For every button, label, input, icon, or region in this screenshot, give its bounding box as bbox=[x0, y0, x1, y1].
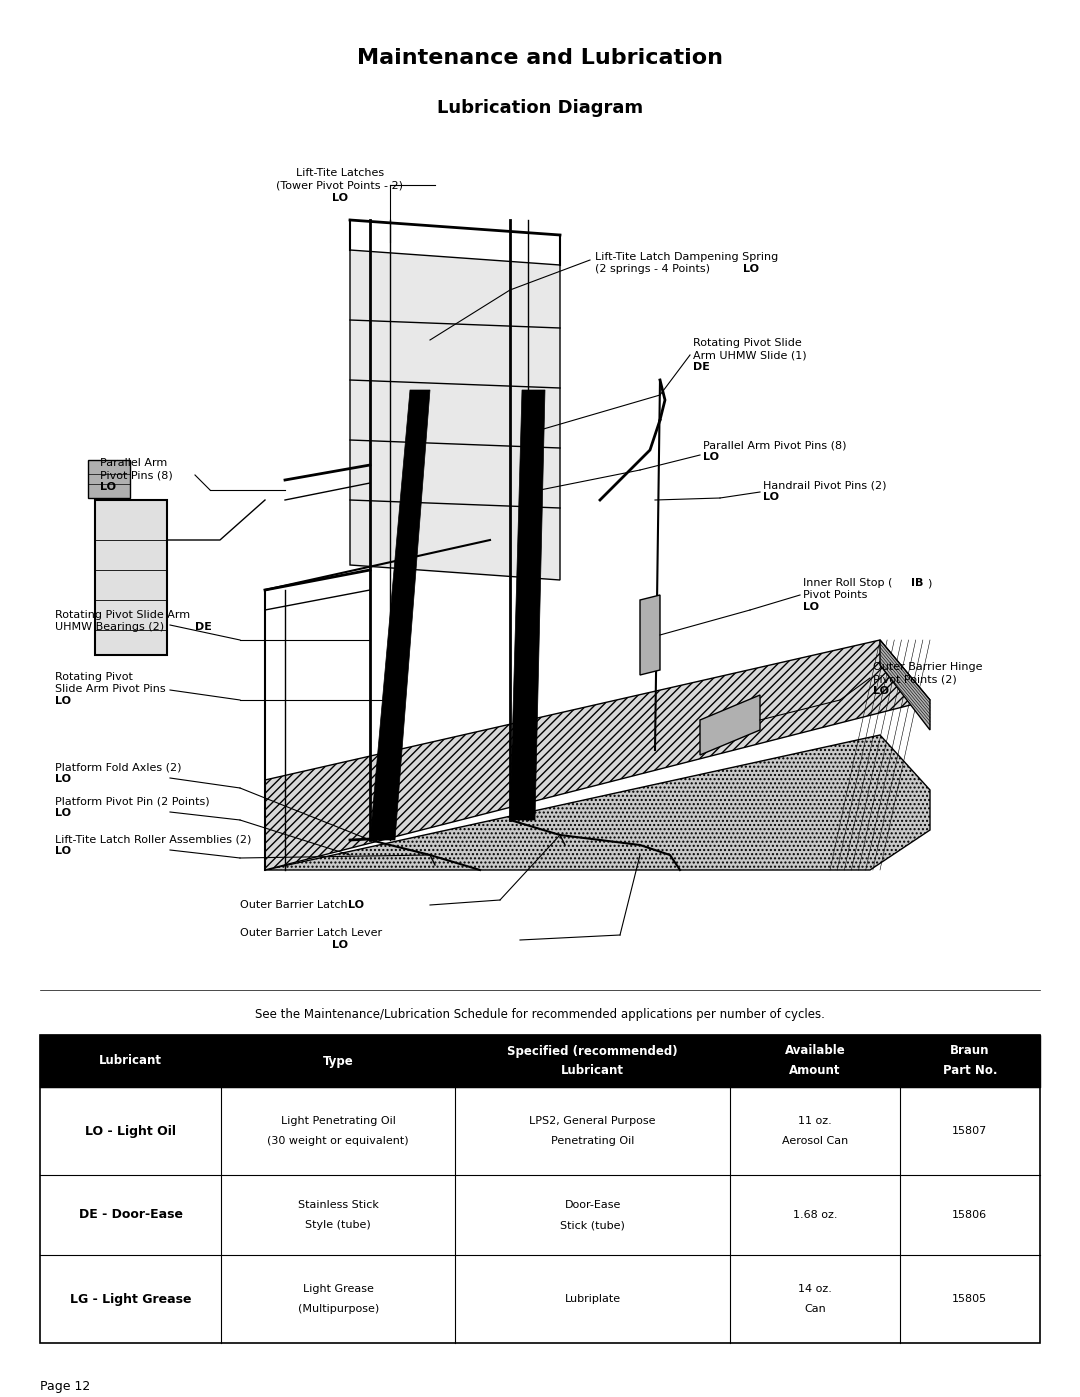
Text: DE: DE bbox=[693, 362, 710, 372]
Text: Type: Type bbox=[323, 1055, 353, 1067]
Text: (30 weight or equivalent): (30 weight or equivalent) bbox=[268, 1136, 409, 1146]
Text: ): ) bbox=[927, 578, 931, 588]
Text: Arm UHMW Slide (1): Arm UHMW Slide (1) bbox=[693, 351, 807, 360]
Text: Braun: Braun bbox=[950, 1045, 989, 1058]
Bar bbox=[87, 460, 130, 497]
Text: LO: LO bbox=[762, 492, 779, 502]
Text: Parallel Arm: Parallel Arm bbox=[100, 458, 167, 468]
Text: 15806: 15806 bbox=[953, 1210, 987, 1220]
Text: (Tower Pivot Points - 2): (Tower Pivot Points - 2) bbox=[276, 180, 404, 190]
Text: Page 12: Page 12 bbox=[40, 1380, 91, 1393]
Text: Lift-Tite Latch Roller Assemblies (2): Lift-Tite Latch Roller Assemblies (2) bbox=[55, 834, 252, 844]
Text: Platform Pivot Pin (2 Points): Platform Pivot Pin (2 Points) bbox=[55, 796, 210, 806]
Text: Lift-Tite Latches: Lift-Tite Latches bbox=[296, 168, 384, 177]
Text: Lubrication Diagram: Lubrication Diagram bbox=[437, 99, 643, 117]
Text: Light Penetrating Oil: Light Penetrating Oil bbox=[281, 1116, 395, 1126]
Text: LO: LO bbox=[55, 696, 71, 705]
Bar bbox=[95, 500, 167, 655]
Text: 1.68 oz.: 1.68 oz. bbox=[793, 1210, 837, 1220]
Text: Specified (recommended): Specified (recommended) bbox=[508, 1045, 678, 1058]
Text: (Multipurpose): (Multipurpose) bbox=[298, 1303, 379, 1315]
Text: Can: Can bbox=[804, 1303, 826, 1315]
Text: Outer Barrier Latch: Outer Barrier Latch bbox=[240, 900, 351, 909]
Text: LO: LO bbox=[703, 453, 719, 462]
Text: LO: LO bbox=[55, 774, 71, 784]
Text: LG - Light Grease: LG - Light Grease bbox=[70, 1292, 191, 1306]
Text: Aerosol Can: Aerosol Can bbox=[782, 1136, 848, 1146]
Polygon shape bbox=[370, 390, 430, 840]
Text: Pivot Points (2): Pivot Points (2) bbox=[873, 673, 957, 685]
Text: LO - Light Oil: LO - Light Oil bbox=[85, 1125, 176, 1137]
Text: Handrail Pivot Pins (2): Handrail Pivot Pins (2) bbox=[762, 481, 887, 490]
Text: Light Grease: Light Grease bbox=[302, 1284, 374, 1294]
Text: Available: Available bbox=[784, 1045, 846, 1058]
Text: Lift-Tite Latch Dampening Spring: Lift-Tite Latch Dampening Spring bbox=[595, 251, 779, 263]
Text: Stainless Stick: Stainless Stick bbox=[298, 1200, 379, 1210]
Text: Part No.: Part No. bbox=[943, 1065, 997, 1077]
Text: LO: LO bbox=[743, 264, 759, 274]
Polygon shape bbox=[700, 694, 760, 754]
Polygon shape bbox=[640, 595, 660, 675]
Bar bbox=[40, 1035, 1040, 1343]
Text: 11 oz.: 11 oz. bbox=[798, 1116, 832, 1126]
Text: Maintenance and Lubrication: Maintenance and Lubrication bbox=[357, 47, 723, 68]
Bar bbox=[40, 1035, 1040, 1087]
Text: LO: LO bbox=[55, 807, 71, 819]
Polygon shape bbox=[265, 735, 930, 870]
Text: DE - Door-Ease: DE - Door-Ease bbox=[79, 1208, 183, 1221]
Text: Stick (tube): Stick (tube) bbox=[561, 1220, 625, 1229]
Text: (2 springs - 4 Points): (2 springs - 4 Points) bbox=[595, 264, 714, 274]
Text: 14 oz.: 14 oz. bbox=[798, 1284, 832, 1294]
Text: Platform Fold Axles (2): Platform Fold Axles (2) bbox=[55, 761, 181, 773]
Text: Slide Arm Pivot Pins: Slide Arm Pivot Pins bbox=[55, 685, 165, 694]
Text: LO: LO bbox=[100, 482, 116, 492]
Text: Lubriplate: Lubriplate bbox=[565, 1294, 621, 1303]
Text: Outer Barrier Latch Lever: Outer Barrier Latch Lever bbox=[240, 928, 382, 937]
Text: Rotating Pivot Slide: Rotating Pivot Slide bbox=[693, 338, 801, 348]
Text: LPS2, General Purpose: LPS2, General Purpose bbox=[529, 1116, 656, 1126]
Text: 15805: 15805 bbox=[953, 1294, 987, 1303]
Text: Rotating Pivot Slide Arm: Rotating Pivot Slide Arm bbox=[55, 610, 190, 620]
Text: Outer Barrier Hinge: Outer Barrier Hinge bbox=[873, 662, 983, 672]
Text: Style (tube): Style (tube) bbox=[306, 1220, 372, 1229]
Text: LO: LO bbox=[55, 847, 71, 856]
Text: Rotating Pivot: Rotating Pivot bbox=[55, 672, 133, 682]
Text: LO: LO bbox=[873, 686, 889, 696]
Text: 15807: 15807 bbox=[953, 1126, 987, 1136]
Text: Pivot Points: Pivot Points bbox=[804, 590, 867, 599]
Text: Pivot Pins (8): Pivot Pins (8) bbox=[100, 469, 173, 481]
Text: LO: LO bbox=[332, 940, 348, 950]
Polygon shape bbox=[510, 390, 545, 820]
Text: LO: LO bbox=[332, 193, 348, 203]
Text: DE: DE bbox=[195, 622, 212, 631]
Polygon shape bbox=[350, 250, 561, 580]
Text: Parallel Arm Pivot Pins (8): Parallel Arm Pivot Pins (8) bbox=[703, 440, 847, 450]
Polygon shape bbox=[880, 640, 930, 731]
Text: IB: IB bbox=[912, 578, 923, 588]
Polygon shape bbox=[265, 640, 930, 870]
Text: LO: LO bbox=[804, 602, 819, 612]
Text: See the Maintenance/Lubrication Schedule for recommended applications per number: See the Maintenance/Lubrication Schedule… bbox=[255, 1009, 825, 1021]
Text: UHMW Bearings (2): UHMW Bearings (2) bbox=[55, 622, 167, 631]
Text: Amount: Amount bbox=[789, 1065, 840, 1077]
Text: LO: LO bbox=[348, 900, 364, 909]
Text: Penetrating Oil: Penetrating Oil bbox=[551, 1136, 634, 1146]
Text: Inner Roll Stop (: Inner Roll Stop ( bbox=[804, 578, 892, 588]
Text: Lubricant: Lubricant bbox=[99, 1055, 162, 1067]
Text: Door-Ease: Door-Ease bbox=[565, 1200, 621, 1210]
Text: Lubricant: Lubricant bbox=[562, 1065, 624, 1077]
